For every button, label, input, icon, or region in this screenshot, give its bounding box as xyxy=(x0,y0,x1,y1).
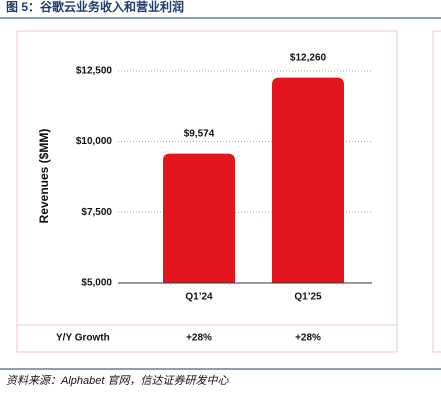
y-axis-label: Revenues ($MM) xyxy=(37,129,51,224)
y-tick-label: $10,000 xyxy=(76,136,113,147)
side-frame xyxy=(432,30,441,353)
figure-title: 图 5：谷歌云业务收入和营业利润 xyxy=(6,0,184,14)
y-tick-label: $7,500 xyxy=(81,207,112,218)
y-tick-label: $5,000 xyxy=(81,278,112,289)
source: 资料来源：Alphabet 官网，信达证券研发中心 xyxy=(6,374,229,387)
y-tick-label: $12,500 xyxy=(76,66,113,77)
growth-value: +28% xyxy=(186,333,212,344)
bar xyxy=(272,77,344,284)
growth-value: +28% xyxy=(295,333,321,344)
x-tick-label: Q1’25 xyxy=(294,292,322,303)
growth-label: Y/Y Growth xyxy=(56,333,110,344)
bar xyxy=(163,153,235,283)
value-label: $9,574 xyxy=(184,128,215,139)
value-label: $12,260 xyxy=(290,52,327,63)
chart-frame xyxy=(16,30,398,353)
x-tick-label: Q1’24 xyxy=(185,292,213,303)
